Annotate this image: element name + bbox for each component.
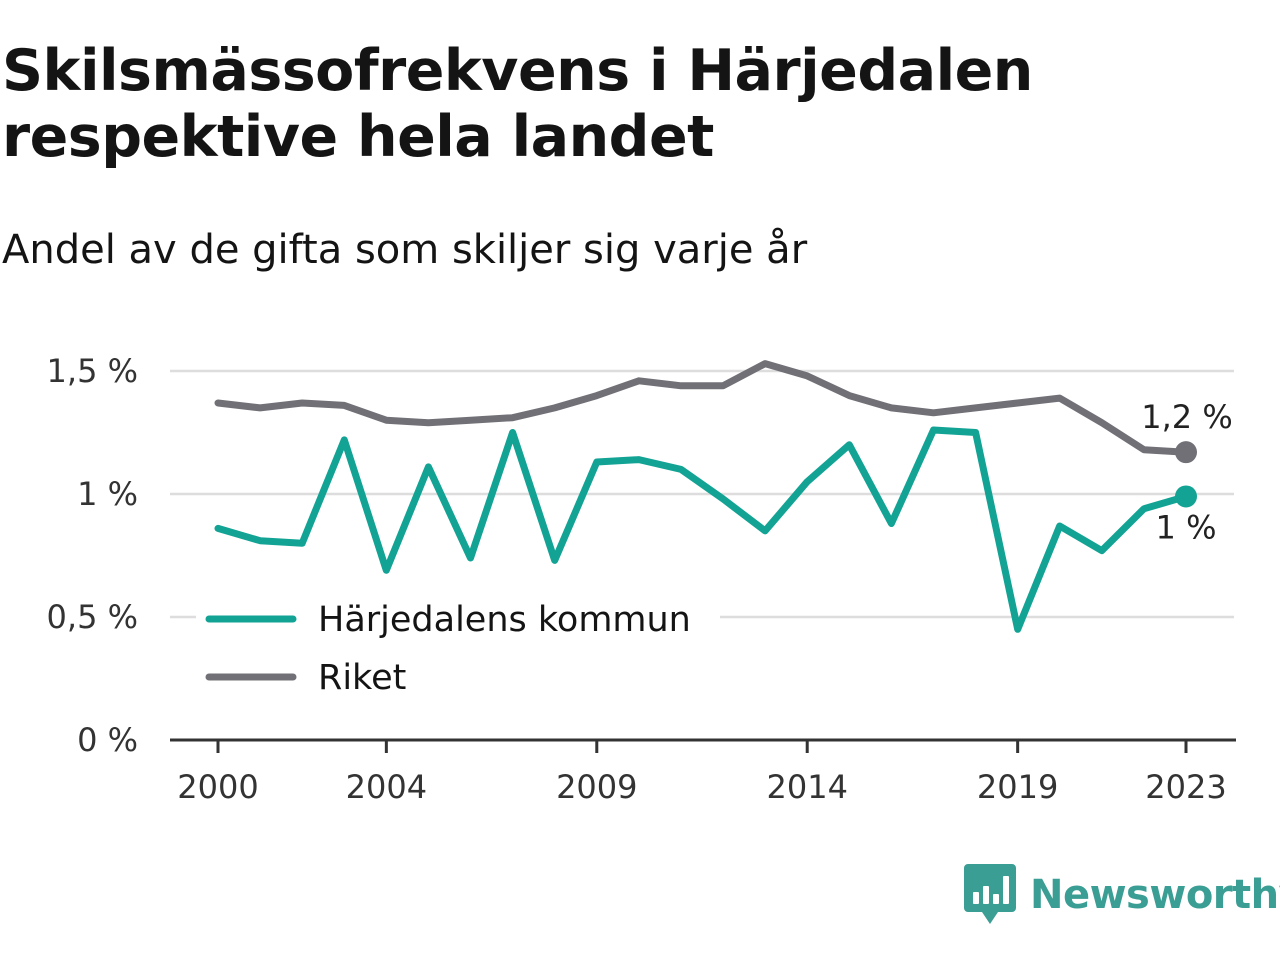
x-tick-label: 2000 (177, 768, 258, 806)
end-label-harjedalen: 1 % (1156, 508, 1217, 546)
y-tick-label: 1 % (77, 475, 138, 513)
legend-label-harjedalen: Härjedalens kommun (318, 600, 691, 640)
newsworthy-logo-icon (964, 864, 1016, 924)
chart-subtitle: Andel av de gifta som skiljer sig varje … (2, 227, 808, 273)
y-tick-label: 0,5 % (47, 598, 138, 636)
x-tick-label: 2023 (1145, 768, 1226, 806)
y-tick-label: 0 % (77, 721, 138, 759)
end-point-harjedalen (1175, 485, 1197, 508)
series (214, 360, 1197, 633)
legend-label-riket: Riket (318, 658, 406, 698)
end-labels: 1,2 % 1 % (1141, 398, 1232, 546)
y-tick-label: 1,5 % (47, 352, 138, 390)
x-axis: 2000 2004 2009 2014 2019 2023 (170, 738, 1236, 806)
newsworthy-brand: Newsworthy (964, 862, 1280, 928)
end-label-riket: 1,2 % (1141, 398, 1232, 436)
x-tick-label: 2019 (977, 768, 1058, 806)
end-point-riket (1175, 441, 1197, 464)
chart-title: Skilsmässofrekvens i Härjedalen respekti… (2, 38, 1033, 170)
legend-background (196, 596, 720, 708)
legend: Härjedalens kommun Riket (196, 596, 720, 708)
brand-name: Newsworthy (1030, 872, 1280, 918)
series-line-riket (214, 360, 1190, 456)
series-line-harjedalen (214, 426, 1190, 633)
x-tick-label: 2004 (346, 768, 427, 806)
x-tick-label: 2014 (766, 768, 847, 806)
line-chart: 0 % 0,5 % 1 % 1,5 % 2000 2004 2009 2014 2019 202… (47, 352, 1236, 806)
x-tick-label: 2009 (556, 768, 637, 806)
